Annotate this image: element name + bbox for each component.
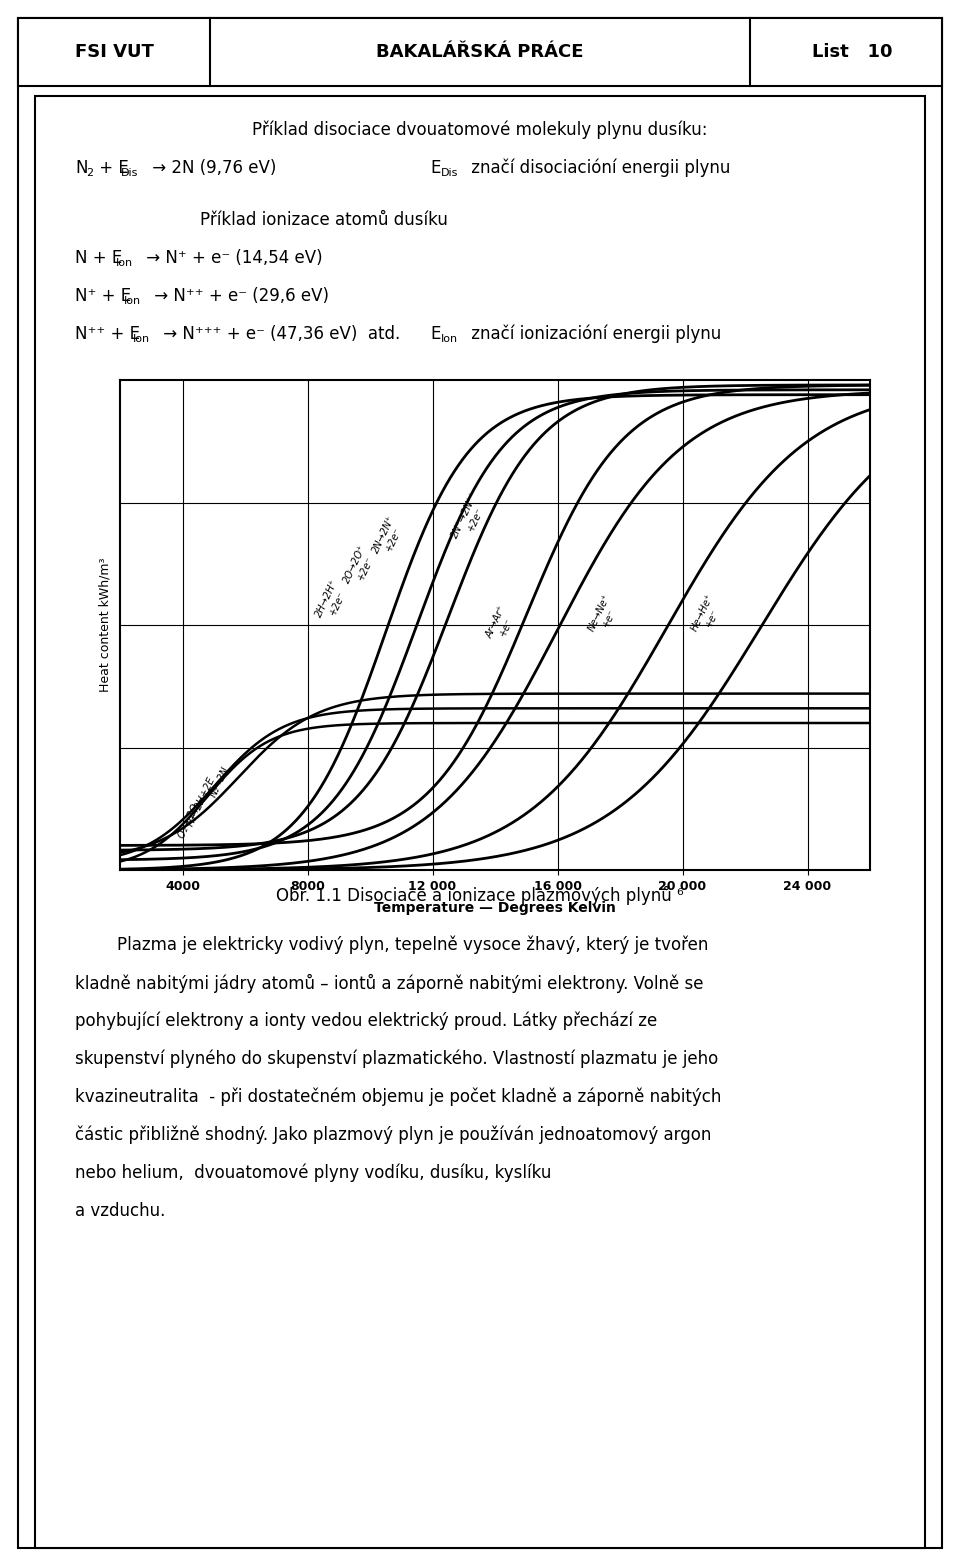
Text: N⁺ + E: N⁺ + E — [75, 287, 132, 305]
Text: → N⁺⁺ + e⁻ (29,6 eV): → N⁺⁺ + e⁻ (29,6 eV) — [149, 287, 329, 305]
Text: kvazineutralita  - při dostatečném objemu je počet kladně a záporně nabitých: kvazineutralita - při dostatečném objemu… — [75, 1088, 721, 1106]
Text: Ne→Ne⁺
+e⁻: Ne→Ne⁺ +e⁻ — [587, 592, 623, 637]
Text: Ion: Ion — [124, 296, 141, 305]
Text: kladně nabitými jádry atomů – iontů a záporně nabitými elektrony. Volně se: kladně nabitými jádry atomů – iontů a zá… — [75, 974, 704, 993]
Text: 2: 2 — [86, 168, 93, 179]
Text: H₂→2H+2E: H₂→2H+2E — [185, 775, 217, 828]
Text: Ion: Ion — [116, 258, 133, 268]
Text: BAKALÁŘSKÁ PRÁCE: BAKALÁŘSKÁ PRÁCE — [376, 42, 584, 61]
Text: → N⁺ + e⁻ (14,54 eV): → N⁺ + e⁻ (14,54 eV) — [141, 249, 323, 266]
Text: N⁺⁺ + E: N⁺⁺ + E — [75, 326, 140, 343]
Text: Ion: Ion — [441, 334, 458, 345]
Text: FSI VUT: FSI VUT — [75, 42, 154, 61]
Text: He→He⁺
+e⁻: He→He⁺ +e⁻ — [689, 592, 726, 637]
Text: → N⁺⁺⁺ + e⁻ (47,36 eV)  atd.: → N⁺⁺⁺ + e⁻ (47,36 eV) atd. — [158, 326, 400, 343]
Text: skupenství plyného do skupenství plazmatického. Vlastností plazmatu je jeho: skupenství plyného do skupenství plazmat… — [75, 1049, 718, 1068]
Text: pohybující elektrony a ionty vedou elektrický proud. Látky přechází ze: pohybující elektrony a ionty vedou elekt… — [75, 1012, 658, 1030]
Text: O₂→ 2O: O₂→ 2O — [177, 802, 201, 839]
Bar — [18, 17, 942, 86]
Text: List   10: List 10 — [812, 42, 892, 61]
Text: N + E: N + E — [75, 249, 122, 266]
Text: Plazma je elektricky vodivý plyn, tepelně vysoce žhavý, který je tvořen: Plazma je elektricky vodivý plyn, tepeln… — [75, 936, 708, 954]
Text: Příklad ionizace atomů dusíku: Příklad ionizace atomů dusíku — [200, 211, 448, 229]
Text: N₂→2N: N₂→2N — [208, 764, 231, 799]
Text: značí disociacióní energii plynu: značí disociacióní energii plynu — [466, 158, 731, 177]
Text: Dis: Dis — [441, 168, 458, 179]
Text: a vzduchu.: a vzduchu. — [75, 1203, 165, 1220]
Text: + E: + E — [94, 160, 129, 177]
Text: Obr. 1.1 Disociace a ionizace plazmových plynů ⁶: Obr. 1.1 Disociace a ionizace plazmových… — [276, 885, 684, 905]
Text: 2N→2N⁺
+2e⁻: 2N→2N⁺ +2e⁻ — [371, 514, 407, 559]
Text: E: E — [430, 326, 441, 343]
Text: → 2N (9,76 eV): → 2N (9,76 eV) — [147, 160, 276, 177]
Text: značí ionizacióní energii plynu: značí ionizacióní energii plynu — [466, 324, 721, 343]
X-axis label: Temperature — Degrees Kelvin: Temperature — Degrees Kelvin — [374, 900, 616, 915]
Text: E: E — [430, 160, 441, 177]
Text: částic přibližně shodný. Jako plazmový plyn je používán jednoatomový argon: částic přibližně shodný. Jako plazmový p… — [75, 1126, 711, 1145]
Text: Ar→Ar⁺
+e⁻: Ar→Ar⁺ +e⁻ — [484, 604, 518, 645]
Text: Ion: Ion — [133, 334, 150, 345]
Text: 2O→2O⁺
+2e⁻: 2O→2O⁺ +2e⁻ — [342, 543, 379, 589]
Y-axis label: Heat content kWh/m³: Heat content kWh/m³ — [99, 557, 111, 692]
Text: Příklad disociace dvouatomové molekuly plynu dusíku:: Příklad disociace dvouatomové molekuly p… — [252, 121, 708, 139]
Text: Dis: Dis — [121, 168, 138, 179]
Text: N: N — [75, 160, 87, 177]
Text: 2N⁺→2N⁺⁺
+2e⁻: 2N⁺→2N⁺⁺ +2e⁻ — [449, 490, 491, 545]
Text: 2H→2H⁺
+2e⁻: 2H→2H⁺ +2e⁻ — [314, 578, 350, 623]
Text: nebo helium,  dvouatomové plyny vodíku, dusíku, kyslíku: nebo helium, dvouatomové plyny vodíku, d… — [75, 1164, 551, 1182]
